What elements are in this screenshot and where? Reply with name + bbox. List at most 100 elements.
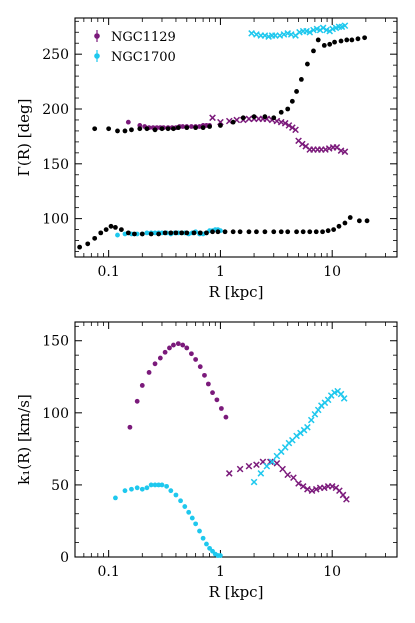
data-point-dot [189,351,194,357]
data-point-x [341,22,349,30]
data-point-dot [106,126,112,132]
data-point-dot [144,230,150,236]
data-point-dot [113,495,118,501]
legend-marker [94,33,100,39]
data-point-dot [289,98,295,104]
data-point-dot [182,504,188,509]
data-point-x-stroke [343,496,350,503]
y-tick-label: 200 [42,102,69,118]
data-point-x [343,496,350,503]
data-point-x [306,28,314,36]
data-point-x-stroke [302,142,310,150]
data-point-dot [144,126,150,132]
data-point-x-stroke [257,470,265,477]
data-point-x [320,484,328,492]
data-point-dot [122,128,128,134]
data-point-x [304,423,311,431]
data-point-dot [175,125,181,131]
data-point-dot [262,229,268,235]
data-point-dot [134,485,140,491]
data-point-dot [197,528,202,534]
data-point-dot [98,230,104,236]
data-point-x-stroke [324,396,332,404]
data-point-x [292,126,299,134]
data-point-dot [240,115,246,121]
data-point-x-stroke [339,491,347,499]
data-point-x [307,416,315,424]
data-point-x [328,483,336,490]
data-point-dot [204,230,209,236]
data-point-dot [184,125,190,131]
data-point-x-stroke [304,423,311,431]
data-point-dot [285,106,291,112]
data-point-x [245,115,253,123]
data-point-x-stroke [268,458,276,466]
data-point-dot [278,229,284,235]
data-point-dot [156,231,162,237]
data-point-dot [186,509,192,515]
data-point-x [299,483,307,490]
data-point-dot [137,123,143,128]
data-point-dot [278,109,284,115]
data-point-dot [200,125,206,131]
data-point-dot [347,215,353,220]
data-point-x-stroke [290,474,297,482]
data-point-x [340,395,348,402]
y-tick-label: 50 [51,478,69,494]
data-point-x-stroke [259,458,267,466]
data-point-dot [230,119,236,125]
data-point-dot [125,119,131,125]
legend-label: NGC1129 [111,30,176,45]
data-point-x [290,474,297,482]
data-point-dot [152,361,158,367]
legend-label: NGC1700 [111,50,176,65]
data-point-x-stroke [248,30,255,37]
data-point-x-stroke [263,462,271,470]
data-point-dot [77,244,83,250]
data-point-dot [307,229,313,235]
y-tick-label: 150 [42,157,69,173]
data-point-dot [364,218,370,224]
data-point-dot [171,126,176,132]
data-point-dot [152,127,158,133]
data-point-x [245,462,253,470]
data-point-dot [178,498,183,504]
data-point-x-stroke [284,30,292,37]
data-point-x-stroke [245,462,253,470]
data-point-dot [168,488,174,494]
data-point-dot [189,515,195,521]
data-point-dot [210,390,215,396]
data-point-dot [214,397,220,403]
data-point-dot [162,230,168,236]
data-point-dot [173,492,179,498]
data-point-dot [165,126,171,132]
data-point-dot [103,227,109,232]
data-point-x [263,462,271,470]
data-point-dot [164,483,170,489]
data-point-x [285,122,293,129]
data-point-dot [230,229,236,235]
data-point-dot [304,61,310,67]
data-point-x [268,458,276,466]
y-axis-label: k₁(R) [km/s] [15,394,33,485]
data-point-dot [197,364,203,370]
data-point-x [225,470,233,477]
x-tick-label: 0.1 [98,264,120,280]
data-point-x [341,148,349,156]
data-point-dot [132,231,137,237]
data-point-dot [179,230,185,236]
data-point-x-stroke [299,483,307,490]
data-point-x-stroke [292,126,299,134]
data-point-x-stroke [320,484,328,492]
data-point-x-stroke [273,459,281,467]
x-tick-label: 0.1 [98,564,120,580]
data-point-dot [332,39,337,45]
data-point-x [279,465,286,473]
data-point-x-stroke [308,487,316,495]
x-axis-label: R [kpc] [209,583,264,601]
data-point-dot [168,230,174,236]
data-point-dot [92,235,98,241]
x-axis-label: R [kpc] [209,283,264,301]
